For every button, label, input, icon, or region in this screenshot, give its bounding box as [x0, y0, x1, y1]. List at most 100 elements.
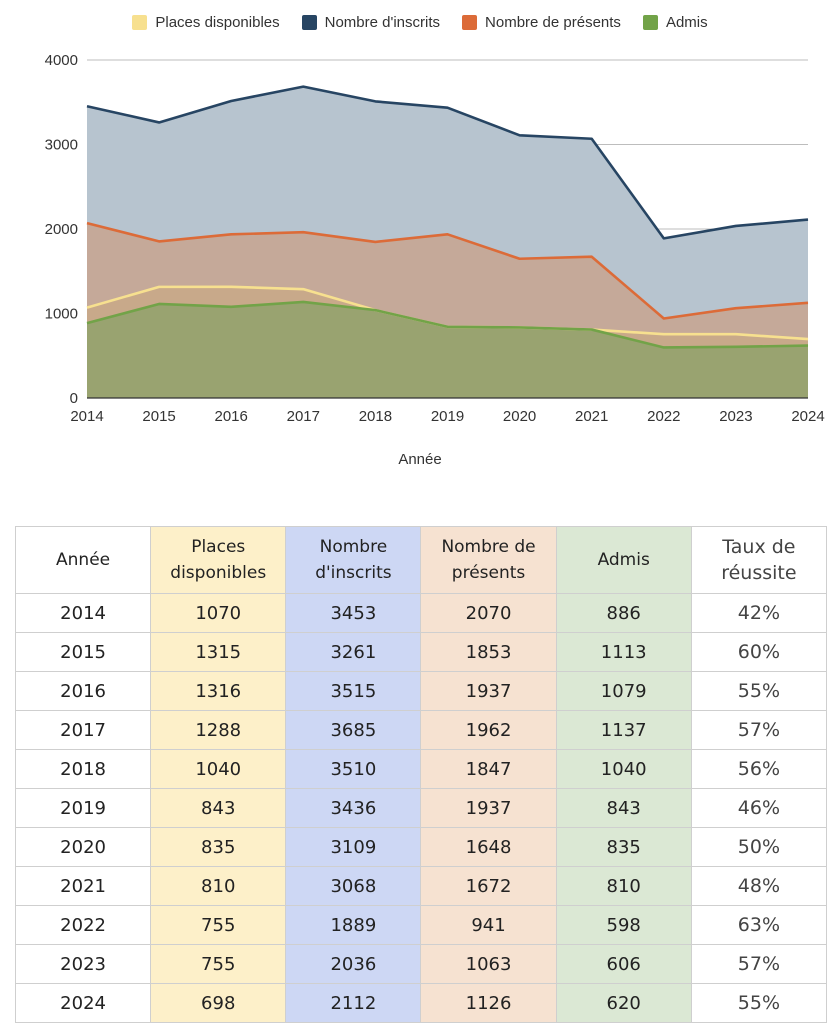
cell-admis: 843: [555, 788, 692, 828]
cell-places: 698: [150, 983, 287, 1023]
header-admis: Admis: [555, 526, 692, 594]
cell-admis: 810: [555, 866, 692, 906]
cell-presents: 1648: [420, 827, 557, 867]
cell-admis: 835: [555, 827, 692, 867]
legend-label-admis: Admis: [665, 14, 708, 31]
x-tick-label: 2024: [791, 408, 824, 425]
x-tick-label: 2023: [719, 408, 752, 425]
cell-presents: 1126: [420, 983, 557, 1023]
cell-presents: 1847: [420, 749, 557, 789]
cell-inscrits: 2036: [285, 944, 422, 984]
chart-legend: Places disponibles Nombre d'inscrits Nom…: [0, 14, 840, 31]
table-header-row: Année Places disponibles Nombre d'inscri…: [14, 526, 828, 594]
x-tick-label: 2015: [142, 408, 175, 425]
cell-annee: 2024: [14, 983, 152, 1023]
table-row: 2024 698 2112 1126 620 55%: [14, 983, 828, 1023]
cell-places: 1315: [150, 632, 287, 672]
cell-presents: 1962: [420, 710, 557, 750]
cell-admis: 1079: [555, 671, 692, 711]
cell-inscrits: 3685: [285, 710, 422, 750]
y-tick-label: 0: [70, 390, 78, 407]
cell-inscrits: 3515: [285, 671, 422, 711]
cell-annee: 2022: [14, 905, 152, 945]
cell-taux: 50%: [690, 827, 828, 867]
table-body: 2014 1070 3453 2070 886 42% 2015 1315 3261 1853 11…: [14, 593, 828, 1023]
table-row: 2021 810 3068 1672 810 48%: [14, 866, 828, 906]
cell-annee: 2020: [14, 827, 152, 867]
chart-plot: 0 1000 2000 3000 4000 2014 2015 2016 2017 2018 201…: [45, 52, 825, 425]
x-tick-label: 2017: [287, 408, 320, 425]
cell-taux: 55%: [690, 671, 828, 711]
cell-inscrits: 3453: [285, 593, 422, 633]
y-tick-label: 2000: [45, 221, 78, 238]
cell-places: 1070: [150, 593, 287, 633]
data-table: Année Places disponibles Nombre d'inscri…: [14, 526, 828, 1023]
cell-places: 755: [150, 944, 287, 984]
cell-inscrits: 1889: [285, 905, 422, 945]
y-tick-label: 4000: [45, 52, 78, 69]
cell-annee: 2023: [14, 944, 152, 984]
x-tick-label: 2018: [359, 408, 392, 425]
cell-annee: 2014: [14, 593, 152, 633]
legend-label-inscrits: Nombre d'inscrits: [324, 14, 441, 31]
cell-places: 810: [150, 866, 287, 906]
cell-taux: 63%: [690, 905, 828, 945]
cell-admis: 886: [555, 593, 692, 633]
cell-presents: 1853: [420, 632, 557, 672]
cell-places: 1288: [150, 710, 287, 750]
x-tick-label: 2019: [431, 408, 464, 425]
cell-presents: 1672: [420, 866, 557, 906]
cell-inscrits: 3068: [285, 866, 422, 906]
cell-places: 1040: [150, 749, 287, 789]
cell-inscrits: 3261: [285, 632, 422, 672]
cell-admis: 1137: [555, 710, 692, 750]
table-row: 2019 843 3436 1937 843 46%: [14, 788, 828, 828]
header-inscrits: Nombre d'inscrits: [285, 526, 422, 594]
table-row: 2016 1316 3515 1937 1079 55%: [14, 671, 828, 711]
cell-taux: 55%: [690, 983, 828, 1023]
cell-places: 835: [150, 827, 287, 867]
legend-item-inscrits: Nombre d'inscrits: [301, 14, 441, 31]
legend-swatch-places: [132, 15, 148, 30]
y-tick-label: 1000: [45, 306, 78, 323]
table-row: 2015 1315 3261 1853 1113 60%: [14, 632, 828, 672]
cell-annee: 2015: [14, 632, 152, 672]
cell-annee: 2019: [14, 788, 152, 828]
legend-item-presents: Nombre de présents: [462, 14, 621, 31]
cell-annee: 2018: [14, 749, 152, 789]
cell-annee: 2016: [14, 671, 152, 711]
area-chart: Places disponibles Nombre d'inscrits Nom…: [0, 0, 840, 480]
legend-swatch-admis: [642, 15, 658, 30]
table-row: 2022 755 1889 941 598 63%: [14, 905, 828, 945]
cell-taux: 46%: [690, 788, 828, 828]
cell-admis: 606: [555, 944, 692, 984]
x-tick-label: 2014: [70, 408, 103, 425]
area-fill-3: [87, 301, 808, 398]
header-taux: Taux de réussite: [690, 526, 828, 594]
cell-places: 843: [150, 788, 287, 828]
table-row: 2023 755 2036 1063 606 57%: [14, 944, 828, 984]
cell-inscrits: 3510: [285, 749, 422, 789]
cell-presents: 941: [420, 905, 557, 945]
cell-taux: 60%: [690, 632, 828, 672]
cell-places: 755: [150, 905, 287, 945]
cell-taux: 56%: [690, 749, 828, 789]
x-tick-label: 2022: [647, 408, 680, 425]
cell-places: 1316: [150, 671, 287, 711]
cell-presents: 1937: [420, 671, 557, 711]
cell-taux: 57%: [690, 944, 828, 984]
cell-admis: 1040: [555, 749, 692, 789]
cell-admis: 1113: [555, 632, 692, 672]
cell-annee: 2021: [14, 866, 152, 906]
y-tick-label: 3000: [45, 137, 78, 154]
cell-taux: 48%: [690, 866, 828, 906]
cell-taux: 57%: [690, 710, 828, 750]
legend-label-places: Places disponibles: [155, 14, 280, 31]
legend-item-places: Places disponibles: [132, 14, 280, 31]
cell-inscrits: 3436: [285, 788, 422, 828]
table-row: 2014 1070 3453 2070 886 42%: [14, 593, 828, 633]
cell-presents: 1063: [420, 944, 557, 984]
cell-inscrits: 2112: [285, 983, 422, 1023]
table-row: 2018 1040 3510 1847 1040 56%: [14, 749, 828, 789]
x-tick-label: 2016: [215, 408, 248, 425]
